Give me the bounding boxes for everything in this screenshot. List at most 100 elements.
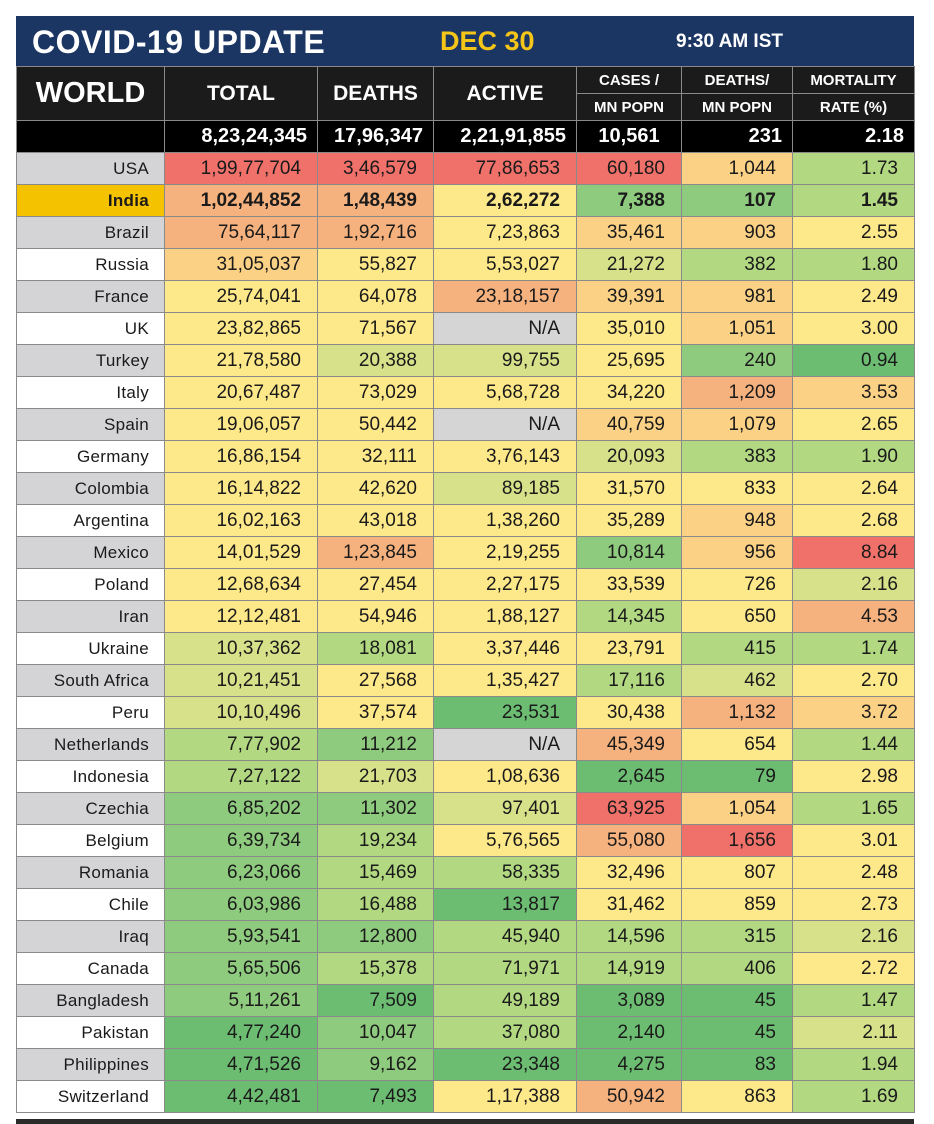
cases-per-mn-cell: 23,791 — [576, 632, 682, 665]
table-row: Canada 5,65,506 15,378 71,971 14,919 406 2.72 — [16, 952, 915, 985]
world-cases-per-mn: 10,561 — [576, 120, 682, 153]
total-cell: 1,02,44,852 — [164, 184, 318, 217]
country-name: Mexico — [16, 536, 165, 569]
cases-per-mn-cell: 60,180 — [576, 152, 682, 185]
total-cell: 10,21,451 — [164, 664, 318, 697]
deaths-cell: 15,378 — [317, 952, 434, 985]
table-row: Philippines 4,71,526 9,162 23,348 4,275 83 1.9… — [16, 1048, 915, 1081]
mortality-rate-cell: 1.44 — [792, 728, 915, 761]
deaths-cell: 21,703 — [317, 760, 434, 793]
active-cell: 13,817 — [433, 888, 577, 921]
total-cell: 5,11,261 — [164, 984, 318, 1017]
active-cell: 45,940 — [433, 920, 577, 953]
deaths-per-mn-cell: 1,656 — [681, 824, 793, 857]
country-rows: USA 1,99,77,704 3,46,579 77,86,653 60,180 1,0… — [16, 152, 915, 1113]
table-row: UK 23,82,865 71,567 N/A 35,010 1,051 3.00 — [16, 312, 915, 345]
active-cell: 3,76,143 — [433, 440, 577, 473]
deaths-cell: 42,620 — [317, 472, 434, 505]
table-row: India 1,02,44,852 1,48,439 2,62,272 7,388 107… — [16, 184, 915, 217]
table-row: Turkey 21,78,580 20,388 99,755 25,695 240 0.94 — [16, 344, 915, 377]
cases-per-mn-cell: 25,695 — [576, 344, 682, 377]
active-cell: 71,971 — [433, 952, 577, 985]
deaths-cell: 64,078 — [317, 280, 434, 313]
table-row: Netherlands 7,77,902 11,212 N/A 45,349 654 1.4… — [16, 728, 915, 761]
deaths-per-mn-cell: 83 — [681, 1048, 793, 1081]
total-cell: 12,68,634 — [164, 568, 318, 601]
active-cell: 2,19,255 — [433, 536, 577, 569]
mortality-rate-cell: 2.70 — [792, 664, 915, 697]
cases-per-mn-cell: 35,461 — [576, 216, 682, 249]
table-row: Poland 12,68,634 27,454 2,27,175 33,539 726 2.… — [16, 568, 915, 601]
country-name: Netherlands — [16, 728, 165, 761]
cases-per-mn-cell: 17,116 — [576, 664, 682, 697]
table-row: Germany 16,86,154 32,111 3,76,143 20,093 383 1… — [16, 440, 915, 473]
deaths-cell: 43,018 — [317, 504, 434, 537]
country-name: Indonesia — [16, 760, 165, 793]
table-row: Pakistan 4,77,240 10,047 37,080 2,140 45 2.11 — [16, 1016, 915, 1049]
table-row: Bangladesh 5,11,261 7,509 49,189 3,089 45 1.47 — [16, 984, 915, 1017]
deaths-per-mn-cell: 107 — [681, 184, 793, 217]
world-deaths-per-mn: 231 — [681, 120, 793, 153]
header-deaths-per-mn-line1: DEATHS/ — [681, 66, 793, 94]
deaths-cell: 37,574 — [317, 696, 434, 729]
country-name: Colombia — [16, 472, 165, 505]
country-name: Peru — [16, 696, 165, 729]
table-row: USA 1,99,77,704 3,46,579 77,86,653 60,180 1,0… — [16, 152, 915, 185]
country-name: Belgium — [16, 824, 165, 857]
country-name: Spain — [16, 408, 165, 441]
mortality-rate-cell: 2.16 — [792, 568, 915, 601]
table-row: Brazil 75,64,117 1,92,716 7,23,863 35,461 903… — [16, 216, 915, 249]
country-name: Brazil — [16, 216, 165, 249]
mortality-rate-cell: 2.16 — [792, 920, 915, 953]
cases-per-mn-cell: 21,272 — [576, 248, 682, 281]
deaths-cell: 27,454 — [317, 568, 434, 601]
cases-per-mn-cell: 34,220 — [576, 376, 682, 409]
world-label: WORLD — [16, 66, 165, 121]
active-cell: 3,37,446 — [433, 632, 577, 665]
table-row: South Africa 10,21,451 27,568 1,35,427 17,11… — [16, 664, 915, 697]
deaths-per-mn-cell: 45 — [681, 984, 793, 1017]
deaths-cell: 11,302 — [317, 792, 434, 825]
cases-per-mn-cell: 45,349 — [576, 728, 682, 761]
bottom-bar — [16, 1119, 914, 1124]
total-cell: 21,78,580 — [164, 344, 318, 377]
total-cell: 12,12,481 — [164, 600, 318, 633]
active-cell: 23,348 — [433, 1048, 577, 1081]
mortality-rate-cell: 2.98 — [792, 760, 915, 793]
active-cell: 49,189 — [433, 984, 577, 1017]
cases-per-mn-cell: 35,289 — [576, 504, 682, 537]
header-mortality-line1: MORTALITY — [792, 66, 915, 94]
deaths-per-mn-cell: 415 — [681, 632, 793, 665]
deaths-per-mn-cell: 1,079 — [681, 408, 793, 441]
title-bar: COVID-19 UPDATE DEC 30 9:30 AM IST — [16, 16, 914, 66]
header-total: TOTAL — [164, 66, 318, 121]
deaths-cell: 18,081 — [317, 632, 434, 665]
deaths-cell: 16,488 — [317, 888, 434, 921]
active-cell: 58,335 — [433, 856, 577, 889]
country-name: Iran — [16, 600, 165, 633]
mortality-rate-cell: 2.55 — [792, 216, 915, 249]
table-row: Iran 12,12,481 54,946 1,88,127 14,345 650 4.53 — [16, 600, 915, 633]
mortality-rate-cell: 1.90 — [792, 440, 915, 473]
total-cell: 7,77,902 — [164, 728, 318, 761]
header-cases-per-mn-line2: MN POPN — [576, 93, 682, 121]
header-deaths: DEATHS — [317, 66, 434, 121]
deaths-per-mn-cell: 956 — [681, 536, 793, 569]
country-name: India — [16, 184, 165, 217]
country-name: Argentina — [16, 504, 165, 537]
total-cell: 19,06,057 — [164, 408, 318, 441]
deaths-per-mn-cell: 859 — [681, 888, 793, 921]
mortality-rate-cell: 8.84 — [792, 536, 915, 569]
deaths-cell: 1,48,439 — [317, 184, 434, 217]
mortality-rate-cell: 3.00 — [792, 312, 915, 345]
world-total: 8,23,24,345 — [164, 120, 318, 153]
table-row: Romania 6,23,066 15,469 58,335 32,496 807 2.48 — [16, 856, 915, 889]
mortality-rate-cell: 2.64 — [792, 472, 915, 505]
country-name: Romania — [16, 856, 165, 889]
update-date: DEC 30 — [440, 26, 535, 56]
active-cell: 97,401 — [433, 792, 577, 825]
total-cell: 16,86,154 — [164, 440, 318, 473]
deaths-cell: 32,111 — [317, 440, 434, 473]
total-cell: 6,39,734 — [164, 824, 318, 857]
cases-per-mn-cell: 35,010 — [576, 312, 682, 345]
